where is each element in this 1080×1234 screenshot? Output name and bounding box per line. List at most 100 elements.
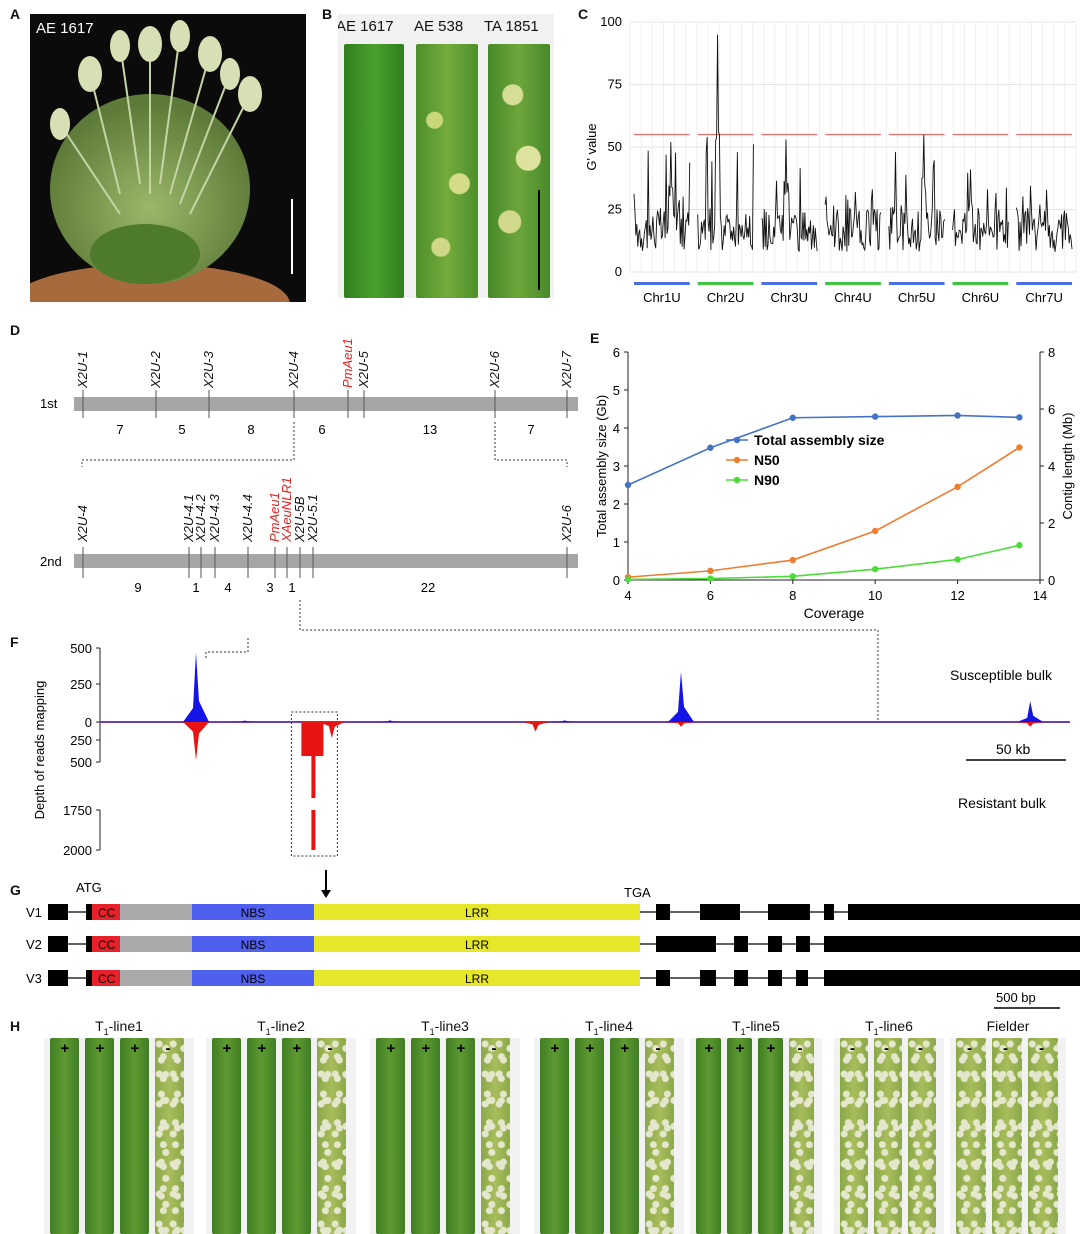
susceptible-leaf [645,1038,674,1234]
domain-nbs-label: NBS [241,938,266,952]
line-label-main: T [585,1018,594,1034]
leaf-label-3: TA 1851 [484,18,539,35]
marker-label: X2U-5.1 [305,494,320,543]
resistant-leaf [282,1038,311,1234]
y-axis-title: G' value [584,123,599,170]
zoom-connector-left [81,422,295,467]
chromosome-bar [952,282,1009,285]
y-tick-label: 1 [613,535,620,550]
chromosome-bar-1 [74,397,578,411]
resistant-peak-tail [311,810,316,850]
atg-label: ATG [76,880,102,895]
data-point [872,413,879,420]
row1-markers: X2U-1 X2U-2 X2U-3 X2U-4 PmAeu1 X2U-5 X2U-6 X2U-… [75,338,574,437]
susceptible-peak [231,720,258,722]
x-axis-title: Coverage [804,605,865,621]
marker-label: PmAeu1 [340,338,355,388]
marker-label: X2U-5B [292,496,307,543]
y-tick-label: 2000 [63,843,92,858]
leaf-photo-group: --- [834,1038,944,1234]
row1-label: 1st [40,396,58,411]
exon-block [656,936,716,952]
genotype-sign: + [421,1040,431,1057]
genotype-sign: + [257,1040,267,1057]
y-tick-label: 1750 [63,803,92,818]
data-point [872,527,879,535]
line-label-subscript: 1 [103,1026,109,1037]
domain-lrr-label: LRR [465,906,489,920]
variant-label: V3 [26,971,42,986]
susceptible-leaf [908,1038,936,1234]
panel-label-e: E [590,330,600,346]
chromosome-bar-2 [74,554,578,568]
panel-label-a: A [10,6,21,22]
marker-label: X2U-3 [201,350,216,389]
exon-block [700,970,716,986]
exon-block [656,970,670,986]
marker-label: X2U-7 [559,350,574,389]
leaf-label-2: AE 538 [414,18,464,35]
series-line-chr2u [697,34,754,251]
leaf-label-1: AE 1617 [338,18,394,35]
legend-label: Total assembly size [754,432,885,448]
x-tick-label: 14 [1033,588,1047,603]
genotype-sign: + [456,1040,466,1057]
interval-label: 9 [134,580,141,595]
chromosome-bar [825,282,881,285]
line-label-main: T [732,1018,741,1034]
y-tick-label: 500 [70,641,92,656]
tga-label: TGA [624,885,651,900]
resistant-peak [318,722,345,738]
y-tick-label: 250 [70,733,92,748]
panel-label-c: C [578,6,589,22]
genotype-sign: - [918,1040,923,1057]
line-label: T1-line2 [206,1018,356,1037]
susceptible-leaf [992,1038,1022,1234]
y-tick-label: 500 [70,755,92,770]
domain-nbs [192,970,314,986]
domain-nbs [192,936,314,952]
x-tick-label: 12 [950,588,964,603]
exon-block [700,904,740,920]
exon-block [734,970,748,986]
series-line-chr6u [952,169,1009,250]
x-tick-label: 10 [868,588,882,603]
line-label-subscript: 1 [873,1026,879,1037]
x-tick-label: Chr4U [834,290,872,305]
panel-label-h: H [10,1018,21,1034]
domain-nbs [192,904,314,920]
marker-label: X2U-4 [286,351,301,389]
genotype-sign: + [620,1040,630,1057]
scale-label-g: 500 bp [996,990,1036,1005]
chart-read-depth: 500 250 0 250 500 1750 2000 Depth of reads mapp… [32,600,1070,858]
data-point [954,556,961,563]
linker-region [120,970,192,986]
linker-region [120,904,192,920]
y-tick-label: 0 [613,573,620,588]
marker-label: X2U-6 [559,504,574,543]
x-tick-label: 8 [789,588,796,603]
resistant-leaf [446,1038,475,1234]
domain-cc-label: CC [98,972,116,986]
scale-bar-b [538,190,540,290]
series-line-chr3u [761,139,818,252]
genotype-sign: + [766,1040,776,1057]
resistant-leaf [575,1038,604,1234]
legend-marker [733,456,741,464]
interval-label: 5 [178,422,185,437]
domain-cc-label: CC [98,906,116,920]
resistant-leaf [758,1038,783,1234]
genotype-sign: - [967,1040,972,1057]
susceptible-peak [183,652,209,722]
genotype-sign: - [327,1040,333,1057]
panel-label-d: D [10,322,21,338]
line-label-rest: -line3 [434,1018,469,1034]
interval-label: 8 [247,422,254,437]
exon-block [824,904,834,920]
data-point [789,556,796,564]
leaf-photo-group: + + + - [534,1038,684,1234]
chromosome-bar [1016,282,1072,285]
genotype-sign: - [655,1040,661,1057]
genotype-sign: + [95,1040,105,1057]
